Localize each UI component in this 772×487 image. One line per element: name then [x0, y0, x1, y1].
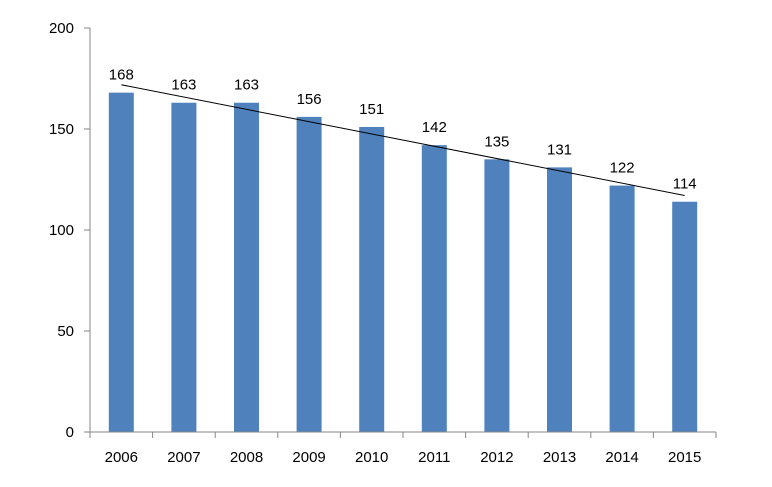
x-tick-label: 2013 [543, 449, 576, 466]
data-label: 151 [359, 101, 384, 118]
x-tick-label: 2012 [480, 449, 513, 466]
bar-2015 [672, 201, 698, 432]
bar-2006 [108, 92, 134, 432]
x-tick-label: 2008 [230, 449, 263, 466]
y-tick-label: 0 [66, 424, 74, 441]
y-tick-label: 200 [49, 20, 74, 37]
bar-2014 [609, 185, 635, 432]
x-tick-label: 2006 [105, 449, 138, 466]
data-label: 168 [109, 67, 134, 84]
data-label: 131 [547, 141, 572, 158]
bar-2007 [171, 102, 197, 433]
bar-2012 [484, 159, 510, 433]
x-tick-label: 2014 [605, 449, 638, 466]
bar-2011 [421, 145, 447, 432]
data-label: 114 [673, 176, 697, 193]
data-label: 142 [422, 119, 447, 136]
y-tick-label: 150 [49, 121, 74, 138]
y-tick-label: 100 [49, 222, 74, 239]
trendline [121, 84, 685, 196]
x-tick-label: 2010 [355, 449, 388, 466]
data-label: 163 [234, 77, 259, 94]
x-tick-label: 2011 [418, 449, 450, 466]
x-tick-label: 2015 [668, 449, 701, 466]
plot-area: 0 50 100 150 200 2006 2007 2008 2009 2010 2011 2012… [49, 20, 717, 466]
data-label: 163 [171, 77, 196, 94]
data-label: 156 [297, 91, 322, 108]
data-label: 135 [484, 133, 509, 150]
bar-2010 [359, 126, 385, 432]
bar-2013 [547, 167, 572, 432]
x-tick-label: 2009 [292, 449, 325, 466]
y-tick-label: 50 [57, 323, 74, 340]
bar-2009 [296, 116, 322, 432]
bar-2008 [234, 102, 259, 433]
data-label: 122 [610, 160, 635, 177]
x-tick-label: 2007 [167, 449, 200, 466]
